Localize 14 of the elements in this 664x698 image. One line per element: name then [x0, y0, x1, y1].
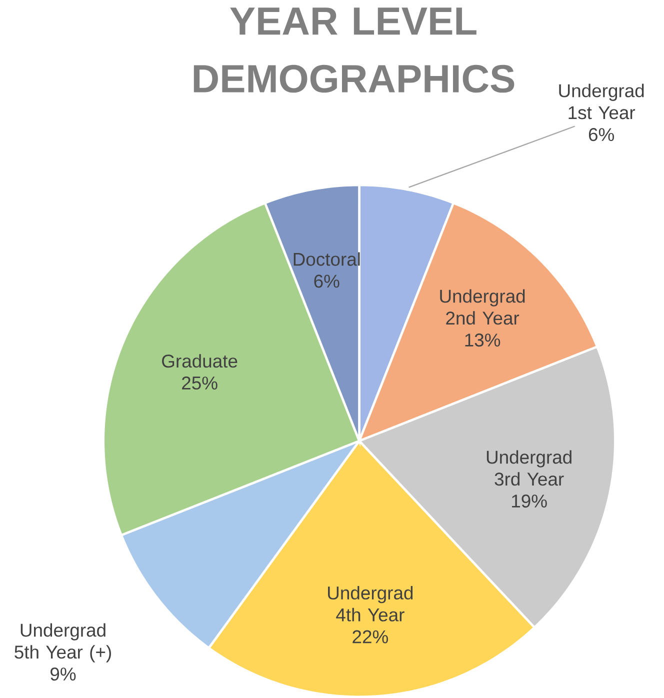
slice-label: Undergrad 5th Year (+)	[14, 623, 111, 662]
slice-label: Graduate	[162, 354, 238, 368]
data-label: 13%	[465, 334, 500, 347]
data-label: 19%	[512, 494, 547, 508]
data-label: 6%	[314, 274, 340, 288]
slice-label: Undergrad 3rd Year	[486, 450, 572, 486]
chart-title: YEAR LEVEL DEMOGRAPHICS	[194, 8, 514, 93]
slice-label: Undergrad 4th Year	[328, 586, 412, 622]
slice-label: Undergrad 1st Year	[559, 84, 644, 120]
data-label: 6%	[588, 128, 614, 142]
slice-label: Undergrad 2nd Year	[440, 289, 525, 325]
data-label: 22%	[352, 630, 388, 644]
data-label: 25%	[182, 376, 218, 390]
data-label: 9%	[50, 668, 76, 681]
